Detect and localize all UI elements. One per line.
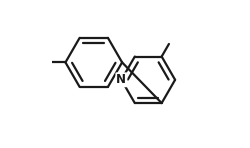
Text: N: N xyxy=(116,73,126,86)
